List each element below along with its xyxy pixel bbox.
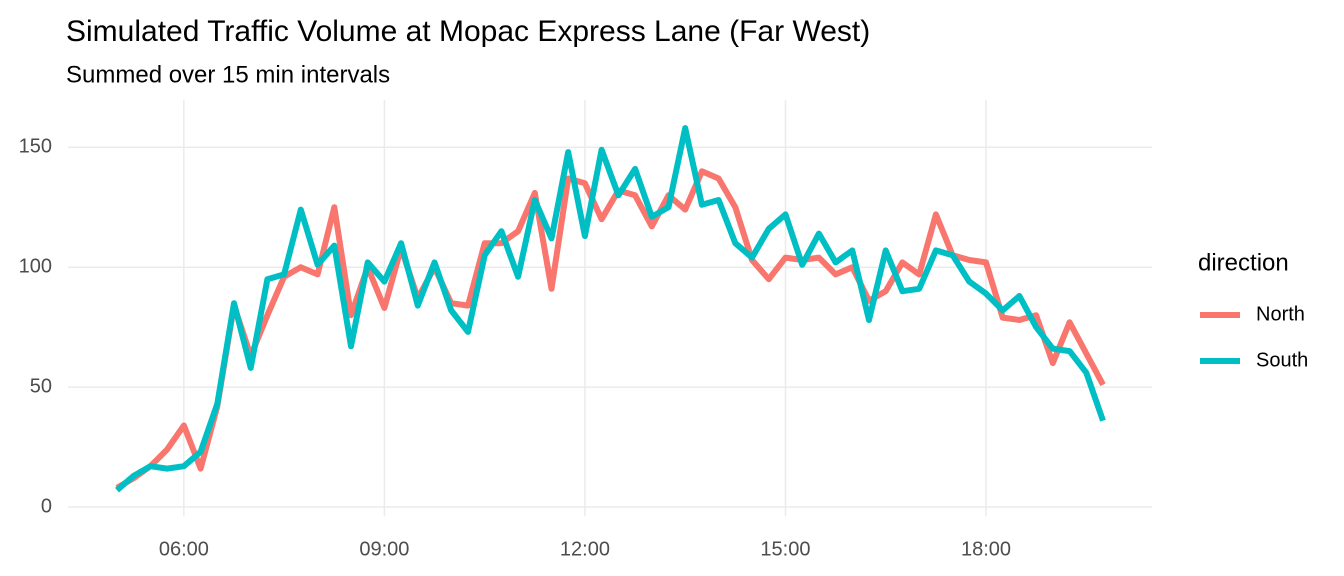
x-tick-label: 09:00	[359, 538, 409, 560]
x-tick-label: 18:00	[961, 538, 1011, 560]
legend-label: South	[1256, 349, 1308, 371]
x-tick-label: 15:00	[760, 538, 810, 560]
series-line	[115, 125, 1106, 493]
y-tick-label: 50	[30, 375, 52, 397]
x-tick-label: 06:00	[159, 538, 209, 560]
series-line	[115, 168, 1106, 491]
chart-title: Simulated Traffic Volume at Mopac Expres…	[66, 15, 870, 48]
x-tick-label: 12:00	[560, 538, 610, 560]
legend-label: North	[1256, 303, 1305, 325]
y-tick-label: 150	[19, 136, 52, 158]
chart-subtitle: Summed over 15 min intervals	[66, 61, 390, 88]
y-tick-label: 0	[41, 495, 52, 517]
y-tick-label: 100	[19, 255, 52, 277]
legend-title: direction	[1198, 249, 1289, 276]
lines	[115, 125, 1106, 493]
